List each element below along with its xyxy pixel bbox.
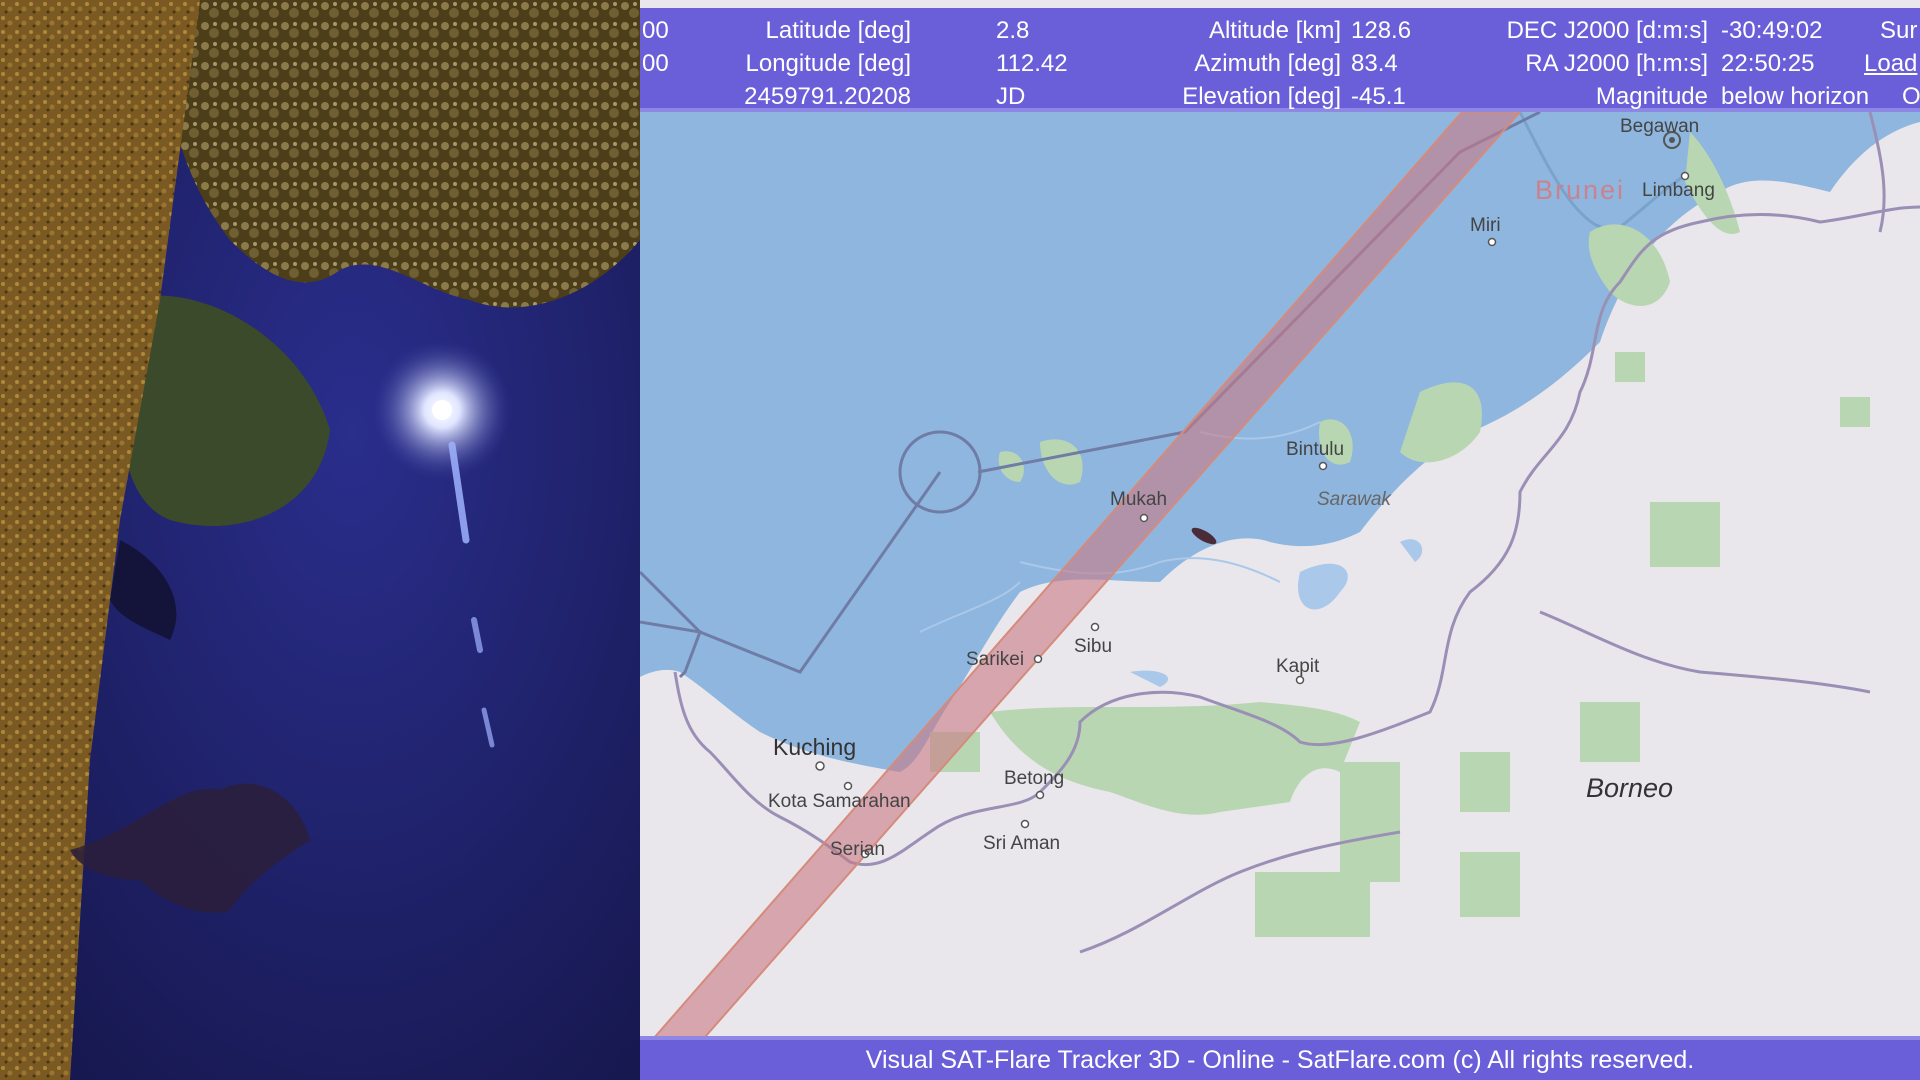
header-left-fragment-2: 00 xyxy=(642,50,669,77)
longitude-value: 112.42 xyxy=(996,50,1068,77)
latitude-label: Latitude [deg] xyxy=(765,17,911,44)
julian-date-label: JD xyxy=(996,83,1026,110)
label-kuching: Kuching xyxy=(773,734,856,760)
forest-areas xyxy=(930,132,1870,937)
label-sibu: Sibu xyxy=(1074,636,1112,657)
night-sky-video-frame xyxy=(0,0,640,1080)
tracker-panel: 00 Latitude [deg] 2.8 Altitude [km] 128.… xyxy=(640,0,1920,1080)
lakes xyxy=(1130,539,1423,687)
label-sarikei: Sarikei xyxy=(966,649,1024,670)
label-mukah: Mukah xyxy=(1110,489,1167,510)
elevation-value: -45.1 xyxy=(1351,83,1406,110)
satellite-marker-icon[interactable] xyxy=(1189,525,1218,548)
label-limbang: Limbang xyxy=(1642,180,1715,201)
label-betong: Betong xyxy=(1004,768,1064,789)
azimuth-label: Azimuth [deg] xyxy=(1194,50,1341,77)
label-borneo: Borneo xyxy=(1586,773,1673,803)
load-link[interactable]: Load xyxy=(1864,50,1918,77)
dec-value: -30:49:02 xyxy=(1721,17,1823,44)
footer-bar: Visual SAT-Flare Tracker 3D - Online - S… xyxy=(640,1036,1920,1080)
julian-date-value: 2459791.20208 xyxy=(744,83,911,110)
label-sarawak: Sarawak xyxy=(1317,489,1392,510)
header-left-fragment-1: 00 xyxy=(642,17,669,44)
longitude-label: Longitude [deg] xyxy=(745,50,911,77)
label-serian: Serian xyxy=(830,839,885,860)
label-miri: Miri xyxy=(1470,215,1501,236)
elevation-label: Elevation [deg] xyxy=(1182,83,1341,110)
magnitude-label: Magnitude xyxy=(1595,83,1708,110)
header-right-fragment-1: Sur xyxy=(1880,17,1918,44)
label-begawan: Begawan xyxy=(1620,116,1699,137)
ra-value: 22:50:25 xyxy=(1721,50,1815,77)
satellite-track-band xyxy=(654,112,1522,1036)
altitude-label: Altitude [km] xyxy=(1208,17,1341,44)
magnitude-value: below horizon xyxy=(1721,83,1870,110)
altitude-value: 128.6 xyxy=(1351,17,1412,44)
latitude-value: 2.8 xyxy=(996,17,1030,44)
town-dots xyxy=(815,171,1690,859)
capital-marker-icon xyxy=(1663,131,1681,149)
label-kota-samarahan: Kota Samarahan xyxy=(768,791,911,812)
map-view[interactable]: Begawan Brunei Miri Limbang Bintulu Sara… xyxy=(640,112,1920,1036)
dec-label: DEC J2000 [d:m:s] xyxy=(1506,17,1708,44)
label-kapit: Kapit xyxy=(1276,656,1320,677)
header-right-fragment-3[interactable]: O xyxy=(1902,83,1920,110)
ra-label: RA J2000 [h:m:s] xyxy=(1525,50,1708,77)
label-bintulu: Bintulu xyxy=(1286,439,1344,460)
info-header: 00 Latitude [deg] 2.8 Altitude [km] 128.… xyxy=(640,8,1920,112)
azimuth-value: 83.4 xyxy=(1351,50,1398,77)
label-brunei: Brunei xyxy=(1535,175,1625,205)
label-sri-aman: Sri Aman xyxy=(983,833,1060,854)
